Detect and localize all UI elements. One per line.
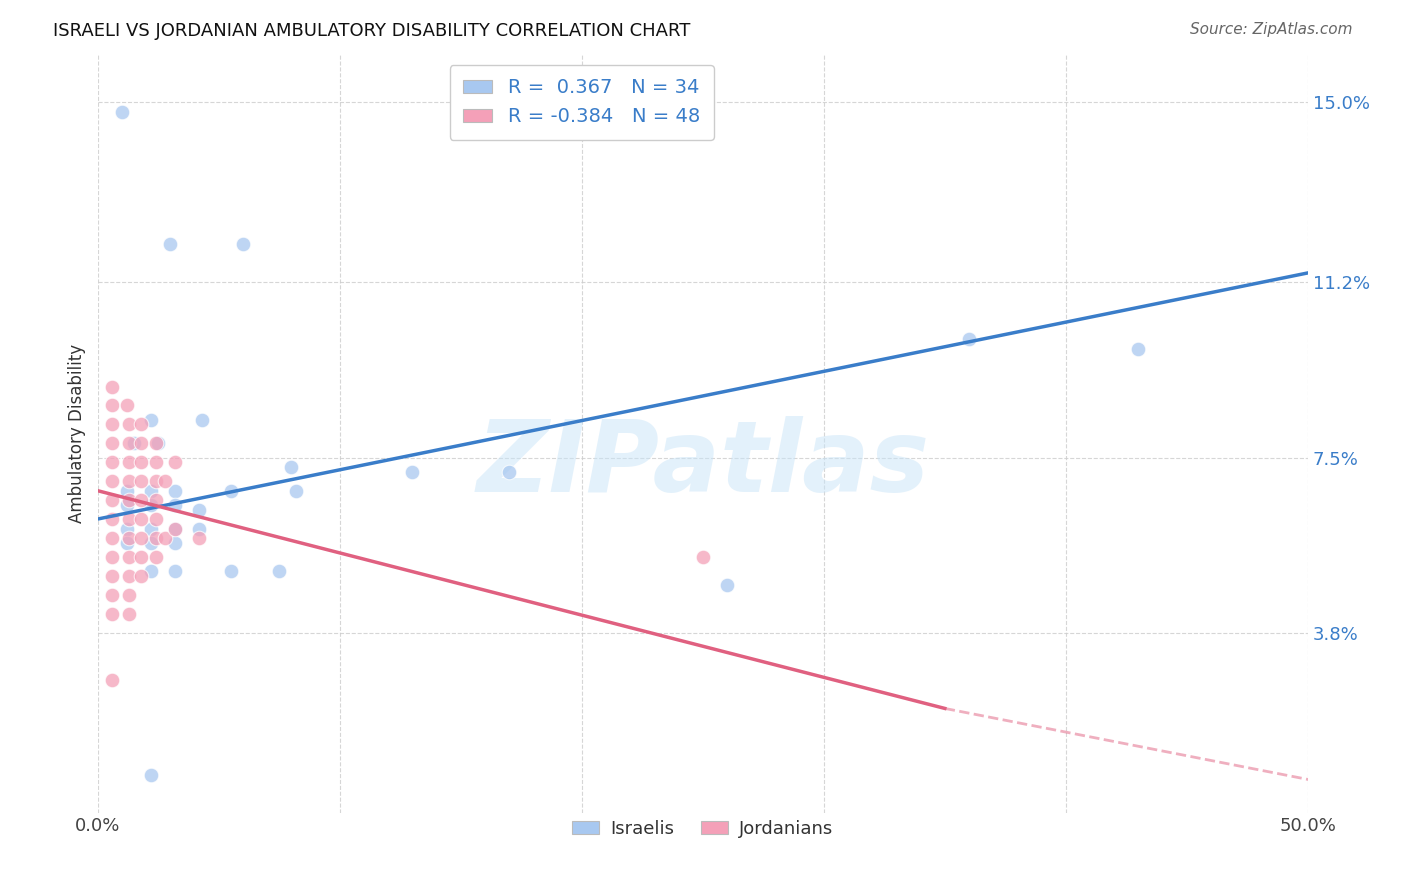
Legend: Israelis, Jordanians: Israelis, Jordanians <box>565 813 841 846</box>
Point <box>188 502 211 516</box>
Point <box>285 483 308 498</box>
Point <box>101 436 124 450</box>
Point <box>101 588 124 602</box>
Point <box>219 483 242 498</box>
Point <box>118 474 141 488</box>
Point <box>118 417 141 432</box>
Point <box>118 607 141 621</box>
Point <box>115 535 138 549</box>
Point <box>145 493 167 508</box>
Point <box>957 332 980 346</box>
Point <box>118 569 141 583</box>
Point <box>111 105 134 120</box>
Point <box>101 493 124 508</box>
Point <box>155 531 177 545</box>
Point <box>163 564 186 578</box>
Point <box>101 531 124 545</box>
Point <box>101 673 124 687</box>
Point <box>139 564 162 578</box>
Point <box>188 531 211 545</box>
Point <box>232 237 254 252</box>
Point <box>101 455 124 469</box>
Point <box>115 399 138 413</box>
Point <box>145 455 167 469</box>
Point <box>129 436 152 450</box>
Point <box>159 237 181 252</box>
Point <box>139 412 162 426</box>
Point <box>401 465 423 479</box>
Point <box>129 549 152 564</box>
Point <box>129 455 152 469</box>
Point <box>155 474 177 488</box>
Point <box>219 564 242 578</box>
Point <box>118 531 141 545</box>
Point <box>115 498 138 512</box>
Point <box>163 535 186 549</box>
Point <box>163 522 186 536</box>
Point <box>101 379 124 393</box>
Point <box>101 569 124 583</box>
Point <box>118 436 141 450</box>
Text: ISRAELI VS JORDANIAN AMBULATORY DISABILITY CORRELATION CHART: ISRAELI VS JORDANIAN AMBULATORY DISABILI… <box>53 22 690 40</box>
Point <box>129 531 152 545</box>
Point <box>101 512 124 526</box>
Point <box>129 512 152 526</box>
Point <box>129 474 152 488</box>
Point <box>163 522 186 536</box>
Point <box>115 483 138 498</box>
Point <box>118 455 141 469</box>
Point <box>163 455 186 469</box>
Point <box>101 417 124 432</box>
Point <box>163 498 186 512</box>
Point <box>190 412 212 426</box>
Point <box>122 436 145 450</box>
Point <box>146 436 169 450</box>
Point <box>101 607 124 621</box>
Point <box>101 549 124 564</box>
Point <box>163 483 186 498</box>
Y-axis label: Ambulatory Disability: Ambulatory Disability <box>69 344 86 524</box>
Point <box>280 460 302 475</box>
Point <box>129 417 152 432</box>
Point <box>145 531 167 545</box>
Point <box>118 588 141 602</box>
Point <box>139 522 162 536</box>
Point <box>101 399 124 413</box>
Point <box>139 767 162 781</box>
Point <box>269 564 291 578</box>
Point <box>145 474 167 488</box>
Point <box>129 569 152 583</box>
Point <box>145 436 167 450</box>
Point <box>118 512 141 526</box>
Point <box>188 522 211 536</box>
Point <box>115 522 138 536</box>
Point <box>498 465 520 479</box>
Point <box>139 498 162 512</box>
Point <box>145 549 167 564</box>
Point <box>118 493 141 508</box>
Point <box>692 549 714 564</box>
Point <box>1128 342 1150 356</box>
Point <box>145 512 167 526</box>
Point <box>101 474 124 488</box>
Point <box>139 483 162 498</box>
Point <box>716 578 738 592</box>
Text: Source: ZipAtlas.com: Source: ZipAtlas.com <box>1189 22 1353 37</box>
Text: ZIPatlas: ZIPatlas <box>477 416 929 513</box>
Point <box>139 535 162 549</box>
Point <box>129 493 152 508</box>
Point <box>118 549 141 564</box>
